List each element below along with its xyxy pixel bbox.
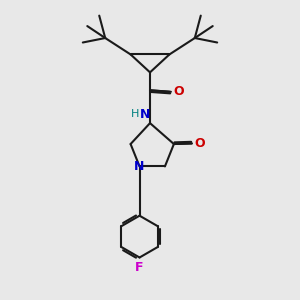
Text: O: O: [173, 85, 184, 98]
Text: F: F: [135, 261, 144, 274]
Text: H: H: [131, 109, 139, 119]
Text: O: O: [195, 137, 206, 150]
Text: N: N: [134, 160, 144, 173]
Text: N: N: [140, 108, 150, 121]
